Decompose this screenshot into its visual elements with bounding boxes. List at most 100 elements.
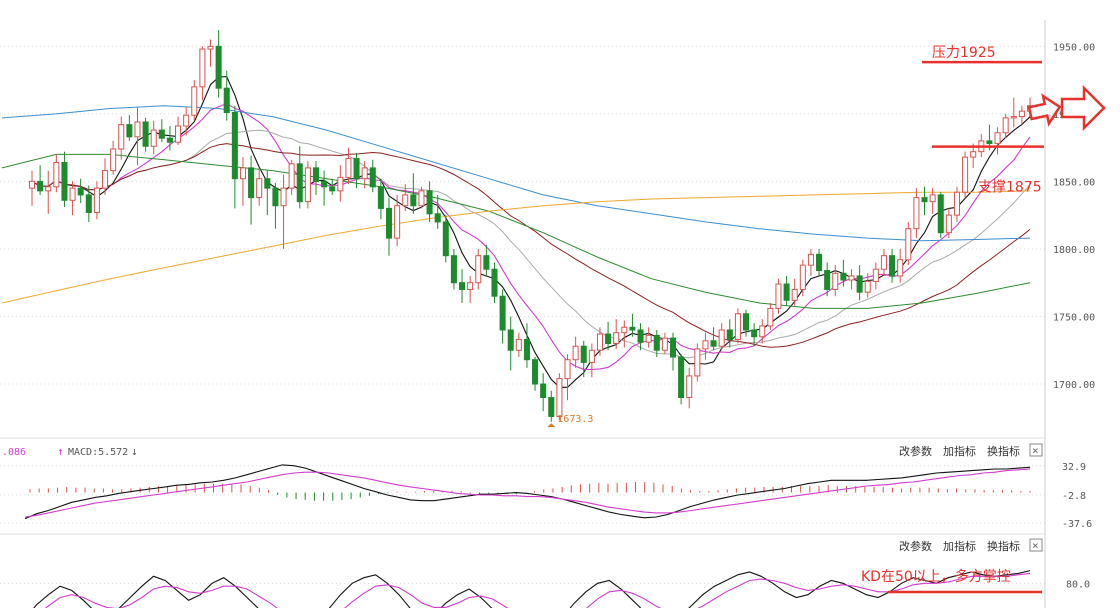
candle-body: [77, 187, 84, 196]
candle-body: [410, 194, 417, 207]
candle-body: [475, 255, 482, 284]
candle-body: [548, 397, 555, 417]
candle-body: [775, 283, 782, 309]
candle-body: [321, 180, 328, 188]
main-grid: [0, 45, 1045, 385]
d-line: [39, 572, 1031, 612]
y-tick-label: 1750.00: [1053, 312, 1095, 323]
swap-indicator-button[interactable]: 换指标: [987, 444, 1020, 458]
close-button-frame[interactable]: [1029, 443, 1043, 457]
kd-axis: 80.050.0: [1066, 579, 1090, 590]
macd-up-arrow: ↑: [57, 445, 64, 458]
candle-body: [288, 163, 295, 189]
low-price-label: 1673.3: [557, 414, 593, 425]
candle-body: [1002, 117, 1009, 134]
add-indicator-button[interactable]: 加指标: [943, 444, 976, 458]
ma20-line: [31, 129, 1031, 359]
macd-header-value: MACD:5.572: [68, 447, 128, 458]
candle-body: [645, 334, 652, 343]
candle-body: [394, 205, 401, 239]
candle-body: [85, 194, 92, 213]
candle-body: [694, 348, 701, 377]
candle-body: [264, 178, 271, 189]
moving-averages: [1, 76, 1031, 388]
candle-body: [126, 124, 133, 138]
candle-body: [556, 378, 563, 417]
candle-body: [718, 329, 725, 347]
add-indicator-button[interactable]: 加指标: [943, 539, 976, 553]
candle-body: [605, 333, 612, 344]
candle-body: [799, 264, 806, 290]
candle-body: [678, 356, 685, 399]
candle-body: [166, 137, 173, 143]
candle-body: [467, 282, 474, 290]
y-tick-label: -37.6: [1062, 519, 1092, 530]
ma50-line: [31, 143, 1031, 348]
resistance-label: 压力1925: [932, 45, 996, 61]
candle-body: [523, 338, 530, 361]
candle-body: [418, 190, 425, 207]
ma150-line: [1, 105, 1031, 242]
candle-body: [223, 87, 230, 114]
change-params-button[interactable]: 改参数: [899, 444, 932, 458]
candle-body: [93, 187, 100, 213]
candle-body: [994, 132, 1001, 145]
candle-body: [880, 255, 887, 270]
candle-body: [402, 194, 409, 207]
candle-body: [150, 129, 157, 147]
candle-body: [653, 334, 660, 351]
candle-body: [613, 332, 620, 344]
candle-body: [759, 325, 766, 338]
change-params-button[interactable]: 改参数: [899, 539, 932, 553]
dea-line: [24, 468, 1031, 518]
low-marker-icon: [547, 423, 556, 428]
candle-body: [540, 383, 547, 399]
ma10-line: [31, 102, 1031, 370]
candle-body: [175, 125, 182, 143]
candle-body: [945, 214, 952, 234]
candle-body: [629, 326, 636, 331]
close-icon[interactable]: ×: [1032, 444, 1039, 457]
macd-panel: [24, 464, 1031, 520]
candle-body: [312, 167, 319, 182]
candle-body: [929, 194, 936, 203]
swap-indicator-button[interactable]: 换指标: [987, 539, 1020, 553]
y-tick-label: 1800.00: [1053, 245, 1095, 256]
candle-body: [532, 359, 539, 385]
ma200-line: [1, 190, 1031, 304]
macd-header-left: .086: [2, 447, 26, 458]
candle-body: [337, 176, 344, 192]
candle-body: [69, 187, 76, 201]
macd-down-arrow: ↓: [131, 445, 138, 458]
candle-body: [134, 121, 141, 138]
candle-body: [889, 255, 896, 277]
candle-body: [913, 197, 920, 230]
candle-body: [1010, 116, 1017, 119]
candle-body: [515, 338, 522, 351]
k-line: [29, 570, 1031, 612]
arrow-right-icon: [1060, 84, 1106, 132]
candle-body: [369, 167, 376, 188]
candle-body: [921, 197, 928, 203]
candle-body: [864, 280, 871, 293]
close-button-frame[interactable]: [1029, 538, 1043, 552]
candle-body: [110, 148, 117, 172]
candle-body: [61, 161, 68, 201]
candle-body: [856, 275, 863, 293]
candle-body: [459, 282, 466, 290]
candle-body: [45, 186, 52, 192]
candle-body: [637, 329, 644, 343]
close-icon[interactable]: ×: [1032, 539, 1039, 552]
candle-body: [726, 329, 733, 340]
candle-body: [824, 270, 831, 290]
candle-body: [353, 157, 360, 180]
candle-body: [872, 268, 879, 282]
kd-annotation-group: KD在50以上，多方掌控: [861, 568, 1042, 594]
candle-body: [905, 228, 912, 261]
kd-toolbar: 改参数 加指标 换指标 ×: [899, 538, 1043, 553]
candle-body: [791, 288, 798, 301]
candle-body: [256, 178, 263, 199]
candle-body: [329, 186, 336, 192]
